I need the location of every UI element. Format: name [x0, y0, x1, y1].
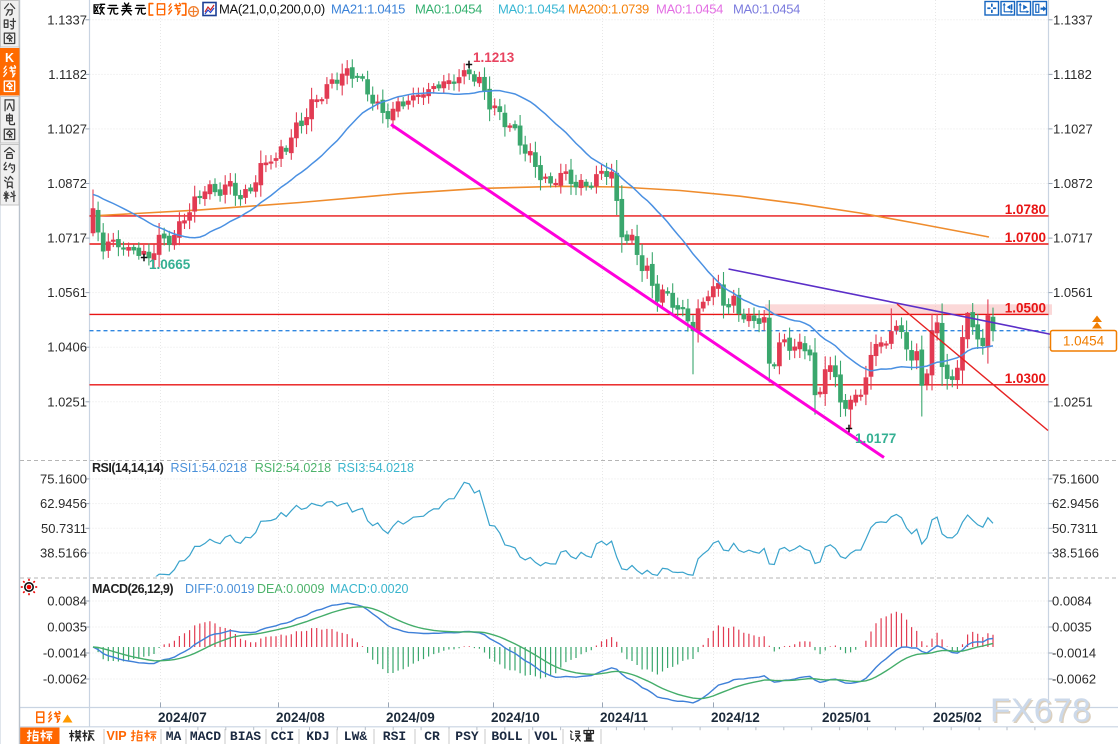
svg-text:2025/01: 2025/01: [822, 710, 871, 725]
svg-text:1.0406: 1.0406: [47, 340, 87, 355]
svg-text:2024/07: 2024/07: [158, 710, 207, 725]
svg-text:1.0717: 1.0717: [47, 231, 87, 246]
svg-text:FX678: FX678: [990, 693, 1091, 730]
svg-text:MACD(26,12,9): MACD(26,12,9): [92, 582, 173, 596]
svg-text:1.1027: 1.1027: [47, 121, 87, 136]
svg-text:FX678: FX678: [992, 694, 1093, 731]
svg-text:1.0561: 1.0561: [47, 285, 87, 300]
svg-text:1.0700: 1.0700: [1005, 230, 1046, 245]
svg-text:1.1337: 1.1337: [1053, 12, 1093, 27]
svg-text:38.5166: 38.5166: [40, 546, 87, 561]
svg-text:-0.0062: -0.0062: [1052, 672, 1096, 687]
svg-text:1.1182: 1.1182: [48, 67, 87, 82]
svg-text:1.0872: 1.0872: [1053, 176, 1093, 191]
svg-text:1.0251: 1.0251: [47, 394, 87, 409]
svg-text:-0.0014: -0.0014: [43, 646, 87, 661]
svg-text:RSI3:54.0218: RSI3:54.0218: [338, 461, 414, 475]
svg-text:1.0717: 1.0717: [1053, 231, 1093, 246]
svg-text:RSI2:54.0218: RSI2:54.0218: [255, 461, 331, 475]
svg-text:1.0500: 1.0500: [1005, 301, 1046, 316]
svg-text:MA: MA: [166, 729, 182, 744]
svg-text:MA0:1.0454: MA0:1.0454: [733, 2, 800, 17]
svg-text:KDJ: KDJ: [306, 729, 329, 744]
svg-text:1.0300: 1.0300: [1005, 371, 1046, 386]
svg-text:50.7311: 50.7311: [1052, 521, 1098, 536]
svg-text:1.0872: 1.0872: [47, 176, 87, 191]
svg-text:38.5166: 38.5166: [1052, 546, 1099, 561]
svg-text:1.1027: 1.1027: [1053, 121, 1093, 136]
svg-text:2024/09: 2024/09: [386, 710, 435, 725]
svg-text:RSI(14,14,14): RSI(14,14,14): [92, 461, 164, 475]
svg-text:1.0251: 1.0251: [1053, 394, 1093, 409]
svg-text:RSI1:54.0218: RSI1:54.0218: [171, 461, 247, 475]
svg-text:MA(21,0,0,200,0,0): MA(21,0,0,200,0,0): [219, 2, 325, 17]
svg-text:BOLL: BOLL: [491, 729, 522, 744]
svg-text:1.1213: 1.1213: [473, 50, 515, 65]
svg-text:VIP: VIP: [107, 729, 127, 743]
svg-text:LW&: LW&: [344, 729, 368, 744]
svg-text:0.0084: 0.0084: [1052, 594, 1092, 609]
svg-text:2024/10: 2024/10: [491, 710, 540, 725]
svg-text:1.0780: 1.0780: [1005, 202, 1046, 217]
svg-text:2024/11: 2024/11: [600, 710, 649, 725]
svg-text:1.1337: 1.1337: [47, 12, 87, 27]
svg-text:0.0084: 0.0084: [47, 594, 87, 609]
svg-text:1.0454: 1.0454: [1063, 334, 1105, 349]
svg-text:DIFF:0.0019: DIFF:0.0019: [185, 582, 255, 596]
svg-text:-0.0062: -0.0062: [43, 672, 87, 687]
svg-text:62.9456: 62.9456: [40, 496, 87, 511]
svg-text:MA0:1.0454: MA0:1.0454: [656, 2, 723, 17]
svg-text:1.0177: 1.0177: [855, 431, 896, 446]
svg-text:MACD: MACD: [190, 729, 221, 744]
svg-text:50.7311: 50.7311: [41, 521, 87, 536]
svg-text:RSI: RSI: [383, 729, 406, 744]
svg-text:0.0035: 0.0035: [47, 620, 87, 635]
svg-text:PSY: PSY: [455, 729, 479, 744]
svg-text:2024/12: 2024/12: [711, 710, 760, 725]
svg-text:DEA:0.0009: DEA:0.0009: [257, 582, 324, 596]
svg-text:1.1182: 1.1182: [1053, 67, 1092, 82]
svg-text:1.0561: 1.0561: [1053, 285, 1093, 300]
svg-text:1.0665: 1.0665: [149, 257, 191, 272]
svg-text:MA0:1.0454: MA0:1.0454: [498, 2, 565, 17]
svg-text:2024/08: 2024/08: [276, 710, 325, 725]
svg-text:MACD:0.0020: MACD:0.0020: [330, 582, 409, 596]
svg-text:MA21:1.0415: MA21:1.0415: [331, 2, 405, 17]
svg-text:62.9456: 62.9456: [1052, 496, 1099, 511]
svg-text:CCI: CCI: [271, 729, 294, 744]
svg-text:-0.0014: -0.0014: [1052, 646, 1096, 661]
svg-text:MA200:1.0739: MA200:1.0739: [568, 2, 649, 17]
svg-text:0.0035: 0.0035: [1052, 620, 1092, 635]
svg-text:75.1600: 75.1600: [40, 471, 87, 486]
svg-text:75.1600: 75.1600: [1052, 471, 1099, 486]
svg-text:VOL: VOL: [534, 729, 558, 744]
svg-text:K: K: [5, 51, 14, 65]
svg-text:CR: CR: [424, 729, 440, 744]
svg-text:2025/02: 2025/02: [933, 710, 982, 725]
svg-text:MA0:1.0454: MA0:1.0454: [415, 2, 482, 17]
svg-text:BIAS: BIAS: [230, 729, 261, 744]
